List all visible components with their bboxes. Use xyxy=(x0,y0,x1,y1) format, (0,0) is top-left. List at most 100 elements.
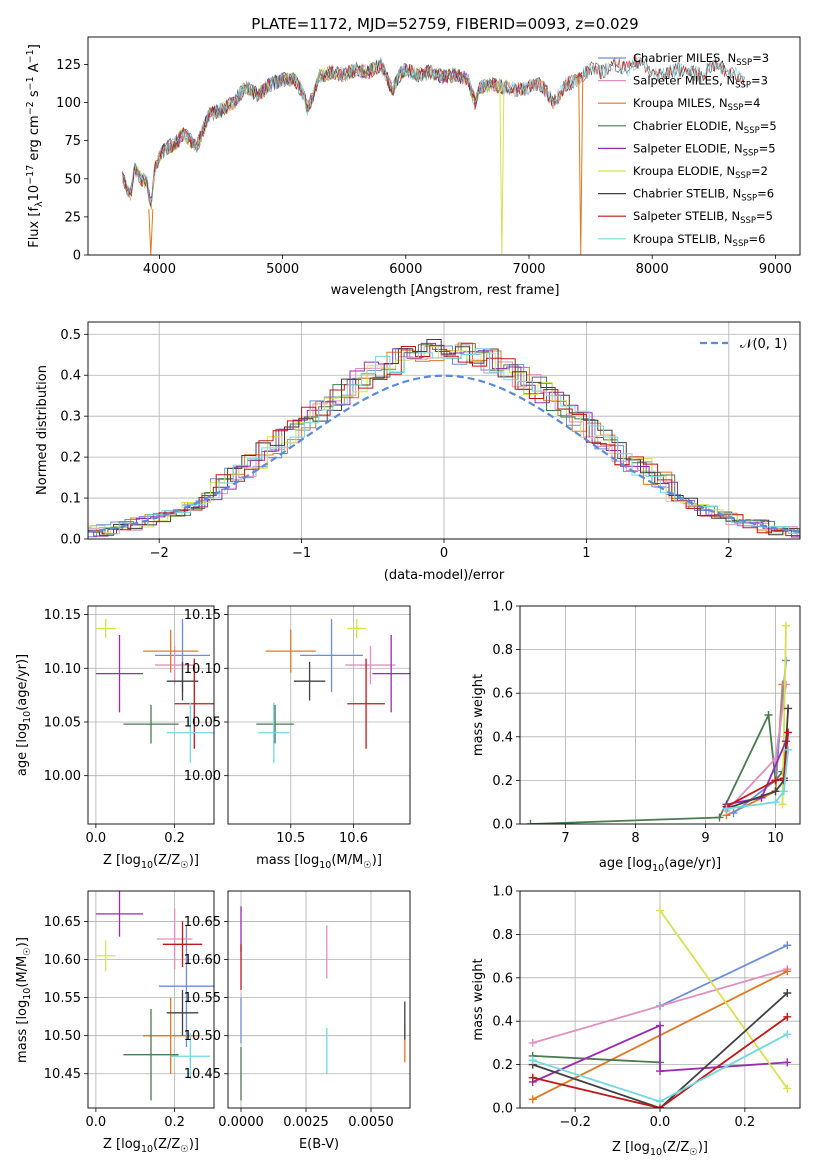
weight-marker xyxy=(715,813,724,822)
age-vs-Z-plot-area xyxy=(95,618,214,763)
residuals-ylabel: Normed distribution xyxy=(35,365,50,495)
weight-line xyxy=(659,909,789,1090)
x-tick-label: 2 xyxy=(725,546,733,561)
axes-frame xyxy=(87,321,801,540)
y-tick-label: 10.15 xyxy=(184,608,221,623)
weight-marker xyxy=(528,1056,537,1065)
weight-line xyxy=(530,711,784,824)
spectrum-line xyxy=(122,57,584,203)
spectrum-title: PLATE=1172, MJD=52759, FIBERID=0093, z=0… xyxy=(251,15,638,33)
y-tick-label: 75 xyxy=(64,134,81,149)
weight-marker xyxy=(782,621,790,630)
residuals-panel: −2 −1 0 1 2 0.0 0.1 0.2 0.3 0.4 0.5 𝒩(0, 1) xyxy=(60,321,801,561)
x-tick-label: 0.0050 xyxy=(348,1115,394,1130)
legend-label: Kroupa ELODIE, NSSP=2 xyxy=(633,164,768,181)
y-tick-label: 0.0 xyxy=(492,1102,513,1117)
legend-label: Kroupa STELIB, NSSP=6 xyxy=(633,232,765,249)
weight-marker xyxy=(528,1038,537,1047)
x-tick-label: 10 xyxy=(767,831,784,846)
x-tick-label: 8 xyxy=(631,831,639,846)
axes-frame xyxy=(87,605,215,825)
y-tick-label: 0.8 xyxy=(492,928,513,943)
histogram-step xyxy=(88,339,800,536)
weight-marker xyxy=(784,728,793,737)
weight-marker xyxy=(783,1030,792,1039)
y-tick-label: 0.2 xyxy=(60,451,81,466)
weight-line xyxy=(532,1016,788,1108)
age-vs-mass-panel: 10.5 10.6 10.00 10.05 10.10 10.15 xyxy=(184,605,411,846)
y-tick-label: 10.60 xyxy=(184,953,221,968)
x-tick-label: 0.2 xyxy=(164,1115,185,1130)
weight-vs-age-plot-area xyxy=(526,621,793,824)
age-vs-mass-plot-area xyxy=(256,618,410,763)
spectrum-line xyxy=(122,61,502,211)
y-tick-label: 0.0 xyxy=(492,818,513,833)
x-tick-label: 5000 xyxy=(266,262,299,277)
age-vs-Z-xlabel: Z [log10(Z/Z☉)] xyxy=(103,853,199,871)
weight-marker xyxy=(656,1067,664,1076)
legend-label: Salpeter STELIB, NSSP=5 xyxy=(633,209,773,226)
spectrum-xlabel: wavelength [Angstrom, rest frame] xyxy=(331,283,560,298)
mass-vs-Z-ylabel: mass [log10(M/M☉)] xyxy=(15,937,33,1063)
spectrum-panel: 4000 5000 6000 7000 8000 9000 0 25 50 75 100 125 Cha… xyxy=(56,36,801,277)
normal-curve xyxy=(88,374,800,533)
weight-vs-age-ylabel: mass weight xyxy=(471,674,486,756)
x-tick-label: 0.0 xyxy=(86,1115,107,1130)
weight-marker xyxy=(764,711,773,719)
axes-frame xyxy=(227,890,411,1109)
y-tick-label: 10.60 xyxy=(44,953,81,968)
weight-marker xyxy=(656,1097,664,1106)
y-tick-label: 10.45 xyxy=(44,1067,81,1082)
weight-marker xyxy=(783,1058,792,1067)
axes-frame xyxy=(87,36,801,256)
weight-line xyxy=(532,992,788,1108)
weight-marker xyxy=(783,1012,792,1021)
x-tick-label: 0.2 xyxy=(735,1115,756,1130)
histogram-step xyxy=(88,348,800,535)
mass-vs-ebv-panel: 0.0000 0.0025 0.0050 10.45 10.50 10.55 10.60 10… xyxy=(184,890,411,1130)
y-tick-label: 0.0 xyxy=(60,533,81,548)
x-tick-label: 0.0000 xyxy=(218,1115,264,1130)
y-tick-label: 10.55 xyxy=(44,991,81,1006)
y-tick-label: 25 xyxy=(64,210,81,225)
y-tick-label: 0.6 xyxy=(492,687,513,702)
y-tick-label: 10.05 xyxy=(44,715,81,730)
y-tick-label: 0.2 xyxy=(492,774,513,789)
x-tick-label: −2 xyxy=(150,546,169,561)
weight-vs-age-panel: 7 8 9 10 0.0 0.2 0.4 0.6 0.8 1.0 xyxy=(492,600,801,846)
y-tick-label: 1.0 xyxy=(492,885,513,900)
y-tick-label: 10.65 xyxy=(44,915,81,930)
weight-line xyxy=(532,1024,788,1083)
x-tick-label: 9000 xyxy=(759,262,792,277)
legend-label: Salpeter MILES, NSSP=3 xyxy=(633,74,768,91)
weight-vs-Z-ylabel: mass weight xyxy=(471,958,486,1040)
axes-frame xyxy=(227,605,411,825)
weight-marker xyxy=(771,787,780,796)
weight-marker xyxy=(722,804,731,813)
x-tick-label: 4000 xyxy=(143,262,176,277)
weight-marker xyxy=(526,820,535,824)
x-tick-label: 8000 xyxy=(636,262,669,277)
x-tick-label: −0.2 xyxy=(559,1115,591,1130)
y-tick-label: 10.15 xyxy=(44,608,81,623)
y-tick-label: 0.4 xyxy=(492,730,513,745)
weight-marker xyxy=(528,1073,537,1082)
y-tick-label: 10.05 xyxy=(184,715,221,730)
x-tick-label: 0.0025 xyxy=(283,1115,329,1130)
y-tick-label: 1.0 xyxy=(492,600,513,615)
weight-marker xyxy=(779,787,788,796)
weight-vs-Z-xlabel: Z [log10(Z/Z☉)] xyxy=(612,1140,708,1158)
y-tick-label: 10.55 xyxy=(184,991,221,1006)
weight-marker xyxy=(784,745,793,754)
y-tick-label: 125 xyxy=(56,58,81,73)
x-tick-label: 0.0 xyxy=(650,1115,671,1130)
weight-line xyxy=(726,732,789,808)
y-tick-label: 0.4 xyxy=(492,1015,513,1030)
spectrum-dip xyxy=(578,77,584,255)
weight-vs-Z-panel: −0.2 0.0 0.2 0.0 0.2 0.4 0.6 0.8 1.0 xyxy=(492,885,801,1130)
age-vs-Z-ylabel: age [log10(age/yr)] xyxy=(15,654,33,776)
weight-line xyxy=(659,944,788,1007)
weight-line xyxy=(532,968,788,1044)
x-tick-label: 0 xyxy=(440,546,448,561)
